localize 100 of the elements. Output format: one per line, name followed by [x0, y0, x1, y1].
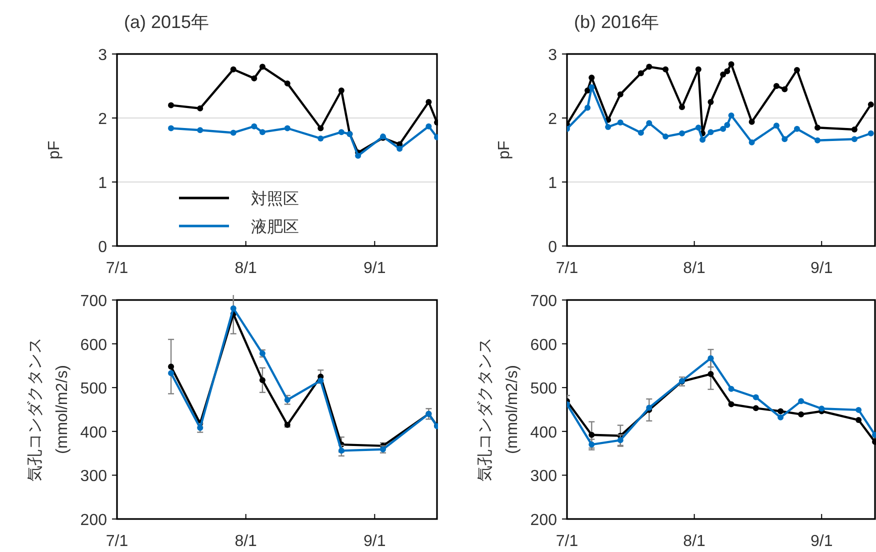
x-tick-label: 9/1: [364, 533, 386, 550]
point: [259, 377, 266, 384]
point: [284, 125, 290, 132]
point: [728, 61, 734, 68]
y-tick-label: 500: [530, 380, 558, 398]
point: [259, 64, 266, 70]
y-tick-label: 2: [98, 111, 108, 128]
point: [708, 371, 714, 378]
point: [782, 86, 788, 92]
point: [778, 414, 784, 420]
y-tick-label: 600: [80, 336, 108, 354]
point: [695, 124, 702, 131]
point: [646, 64, 652, 70]
point: [856, 406, 862, 413]
x-tick-label: 8/1: [683, 533, 706, 550]
y-tick-label: 200: [530, 512, 558, 529]
point: [868, 102, 874, 108]
x-tick-label: 9/1: [364, 260, 386, 277]
point: [798, 411, 804, 418]
point: [168, 102, 174, 108]
point: [752, 394, 759, 400]
point: [426, 99, 432, 105]
point: [778, 408, 784, 414]
x-tick-label: 8/1: [234, 533, 258, 550]
point: [284, 396, 290, 403]
point: [748, 118, 755, 125]
point: [662, 66, 669, 72]
y-tick-label: 1: [548, 175, 558, 192]
legend-label: 液肥区: [251, 218, 299, 236]
point: [814, 137, 821, 144]
point: [197, 105, 204, 112]
point: [338, 129, 344, 136]
x-tick-label: 9/1: [810, 533, 833, 550]
y-tick-label: 700: [80, 293, 108, 310]
y-tick-label: 2: [548, 111, 558, 128]
x-tick-label: 7/1: [106, 260, 128, 277]
chart-title: (b) 2016年: [574, 12, 660, 32]
point: [773, 83, 780, 89]
y-tick-label: 3: [548, 47, 558, 64]
y-tick-label: 0: [98, 239, 108, 256]
point: [678, 130, 685, 136]
point: [617, 437, 624, 444]
y-tick-label: 300: [530, 468, 558, 486]
point: [638, 70, 644, 76]
point: [794, 67, 800, 73]
y-tick-label: 500: [80, 380, 108, 398]
point: [251, 75, 258, 82]
x-tick-label: 7/1: [106, 533, 128, 550]
point: [426, 123, 432, 130]
point: [814, 124, 821, 131]
x-tick-label: 7/1: [556, 260, 578, 277]
point: [355, 152, 362, 159]
point: [318, 125, 324, 132]
y-tick-label: 600: [530, 336, 558, 354]
point: [708, 99, 714, 105]
point: [662, 134, 669, 140]
point: [646, 120, 652, 126]
point: [782, 136, 788, 142]
y-tick-label: 0: [548, 239, 558, 256]
point: [284, 80, 290, 86]
point: [251, 123, 258, 130]
x-tick-label: 8/1: [683, 260, 706, 277]
point: [748, 139, 755, 146]
point: [638, 130, 644, 136]
point: [868, 130, 874, 136]
point: [168, 364, 174, 370]
point: [708, 129, 714, 136]
x-tick-label: 8/1: [234, 260, 258, 277]
y-tick-label: 700: [530, 293, 558, 310]
point: [678, 104, 685, 110]
point: [605, 124, 612, 130]
point: [728, 112, 734, 118]
point: [724, 68, 730, 74]
point: [752, 405, 759, 412]
point: [728, 386, 734, 392]
point: [396, 146, 403, 152]
point: [798, 398, 804, 404]
y-axis-title: 気孔コンダクタンス (mmol/m2/s): [477, 338, 521, 482]
y-tick-label: 3: [98, 47, 108, 64]
point: [584, 104, 591, 111]
y-axis-title: 気孔コンダクタンス (mmol/m2/s): [27, 338, 71, 482]
point: [230, 130, 236, 136]
point: [230, 305, 236, 312]
y-tick-label: 200: [80, 512, 108, 529]
point: [168, 125, 174, 132]
point: [856, 417, 862, 424]
y-axis-title: pF: [46, 140, 63, 160]
point: [197, 127, 204, 134]
point: [617, 91, 624, 98]
y-tick-label: 1: [98, 175, 108, 192]
point: [794, 126, 800, 132]
point: [230, 66, 236, 72]
point: [338, 87, 344, 94]
y-axis-title: pF: [496, 140, 513, 160]
x-tick-label: 7/1: [556, 533, 578, 550]
point: [724, 122, 730, 128]
point: [818, 406, 825, 412]
x-tick-label: 9/1: [810, 260, 833, 277]
point: [617, 119, 624, 126]
y-tick-label: 400: [530, 424, 558, 442]
